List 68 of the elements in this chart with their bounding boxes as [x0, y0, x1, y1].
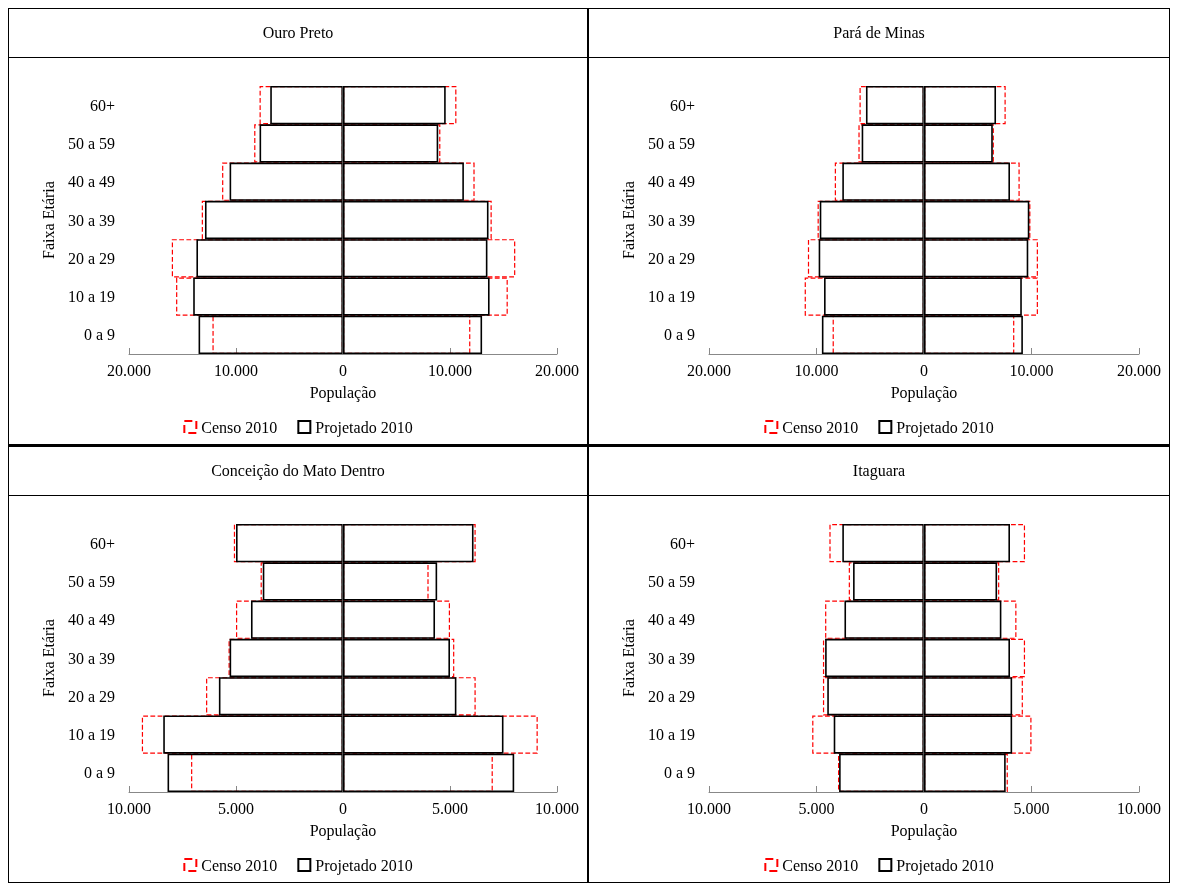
y-tick-label: 30 a 39: [67, 649, 115, 667]
x-tick-label: 20.000: [1117, 361, 1161, 379]
y-tick-label: 50 a 59: [67, 572, 115, 590]
y-axis-title: Faixa Etária: [40, 181, 58, 259]
x-tick-label: 5.000: [432, 799, 468, 817]
x-axis-title: População: [890, 821, 958, 840]
x-axis-title: População: [890, 383, 958, 402]
x-tick-label: 5.000: [798, 799, 835, 817]
legend-label: Censo 2010: [782, 856, 859, 874]
x-axis-title: População: [309, 821, 377, 840]
chart-title: Conceição do Mato Dentro: [9, 447, 587, 496]
y-tick-label: 50 a 59: [647, 134, 695, 152]
chart-title: Itaguara: [589, 447, 1169, 496]
x-tick-label: 10.000: [535, 799, 579, 817]
y-tick-label: 20 a 29: [647, 249, 695, 267]
y-tick-label: 60+: [89, 96, 115, 114]
y-tick-label: 20 a 29: [647, 687, 695, 705]
y-tick-label: 50 a 59: [647, 572, 695, 590]
x-tick-label: 20.000: [107, 361, 151, 379]
x-tick-label: 10.000: [687, 799, 731, 817]
y-tick-label: 60+: [669, 534, 695, 552]
y-tick-label: 10 a 19: [67, 288, 115, 306]
y-tick-label: 60+: [89, 534, 115, 552]
x-tick-label: 20.000: [687, 361, 731, 379]
y-tick-label: 40 a 49: [67, 173, 115, 191]
x-tick-label: 0: [920, 361, 928, 379]
x-tick-label: 10.000: [1117, 799, 1161, 817]
x-tick-label: 10.000: [794, 361, 839, 379]
y-tick-label: 40 a 49: [647, 173, 695, 191]
legend-label: Censo 2010: [782, 418, 859, 436]
y-axis-title: Faixa Etária: [620, 619, 638, 697]
legend-label: Projetado 2010: [315, 418, 413, 437]
legend-label: Projetado 2010: [315, 856, 413, 875]
y-axis-title: Faixa Etária: [40, 619, 58, 697]
x-axis-title: População: [309, 383, 377, 402]
legend-label: Censo 2010: [201, 418, 278, 436]
x-tick-label: 10.000: [214, 361, 258, 379]
y-tick-label: 10 a 19: [67, 726, 115, 744]
y-tick-label: 20 a 29: [67, 687, 115, 705]
y-axis-title: Faixa Etária: [620, 181, 638, 259]
y-tick-label: 0 a 9: [663, 326, 695, 344]
y-tick-label: 30 a 39: [67, 211, 115, 229]
chart-title: Ouro Preto: [9, 9, 587, 58]
y-tick-label: 30 a 39: [647, 649, 695, 667]
y-tick-label: 10 a 19: [647, 288, 695, 306]
x-tick-label: 10.000: [107, 799, 151, 817]
x-tick-label: 20.000: [535, 361, 579, 379]
x-tick-label: 5.000: [218, 799, 254, 817]
legend-label: Censo 2010: [201, 856, 278, 874]
y-tick-label: 40 a 49: [647, 611, 695, 629]
x-tick-label: 0: [920, 799, 928, 817]
y-tick-label: 0 a 9: [83, 326, 115, 344]
y-tick-label: 50 a 59: [67, 134, 115, 152]
x-tick-label: 0: [339, 799, 347, 817]
x-tick-label: 0: [339, 361, 347, 379]
x-tick-label: 10.000: [428, 361, 472, 379]
y-tick-label: 30 a 39: [647, 211, 695, 229]
y-tick-label: 0 a 9: [663, 764, 695, 782]
x-tick-label: 10.000: [1009, 361, 1054, 379]
y-tick-label: 40 a 49: [67, 611, 115, 629]
x-tick-label: 5.000: [1013, 799, 1050, 817]
legend-label: Projetado 2010: [896, 856, 994, 875]
legend-label: Projetado 2010: [896, 418, 994, 437]
y-tick-label: 0 a 9: [83, 764, 115, 782]
chart-title: Pará de Minas: [589, 9, 1169, 58]
y-tick-label: 60+: [669, 96, 695, 114]
y-tick-label: 20 a 29: [67, 249, 115, 267]
y-tick-label: 10 a 19: [647, 726, 695, 744]
